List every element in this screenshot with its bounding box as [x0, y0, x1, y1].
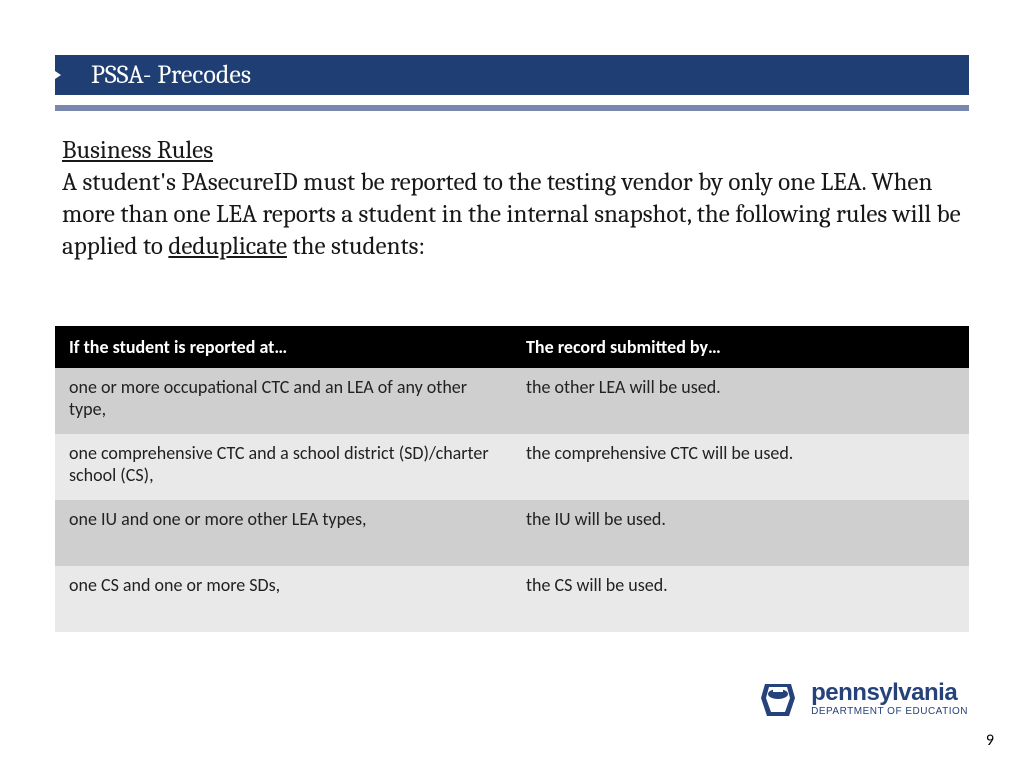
- table-cell: one comprehensive CTC and a school distr…: [55, 434, 512, 500]
- title-bar: PSSA- Precodes: [55, 55, 969, 95]
- logo-word: pennsylvania: [811, 681, 968, 705]
- rules-table: If the student is reported at… The recor…: [55, 326, 969, 632]
- table-cell: the CS will be used.: [512, 566, 969, 632]
- logo-subtitle: DEPARTMENT OF EDUCATION: [811, 707, 968, 717]
- keystone-icon: [755, 676, 801, 722]
- table-cell: one CS and one or more SDs,: [55, 566, 512, 632]
- accent-line: [55, 105, 969, 111]
- table-header-row: If the student is reported at… The recor…: [55, 326, 969, 368]
- table-cell: one IU and one or more other LEA types,: [55, 500, 512, 566]
- table-header-right: The record submitted by…: [512, 326, 969, 368]
- paragraph-underlined: deduplicate: [168, 232, 287, 261]
- paragraph-post: the students:: [287, 232, 425, 261]
- table-row: one IU and one or more other LEA types, …: [55, 500, 969, 566]
- table-cell: the other LEA will be used.: [512, 368, 969, 434]
- slide-title: PSSA- Precodes: [91, 60, 251, 90]
- table-cell: one or more occupational CTC and an LEA …: [55, 368, 512, 434]
- body-text: Business Rules A student's PAsecureID mu…: [62, 135, 964, 263]
- table-cell: the IU will be used.: [512, 500, 969, 566]
- section-heading: Business Rules: [62, 136, 213, 165]
- table-row: one comprehensive CTC and a school distr…: [55, 434, 969, 500]
- page-number: 9: [986, 731, 994, 750]
- table-row: one or more occupational CTC and an LEA …: [55, 368, 969, 434]
- logo-text: pennsylvania DEPARTMENT OF EDUCATION: [811, 681, 968, 717]
- table-row: one CS and one or more SDs, the CS will …: [55, 566, 969, 632]
- table-header-left: If the student is reported at…: [55, 326, 512, 368]
- table-cell: the comprehensive CTC will be used.: [512, 434, 969, 500]
- footer-logo: pennsylvania DEPARTMENT OF EDUCATION: [755, 676, 968, 722]
